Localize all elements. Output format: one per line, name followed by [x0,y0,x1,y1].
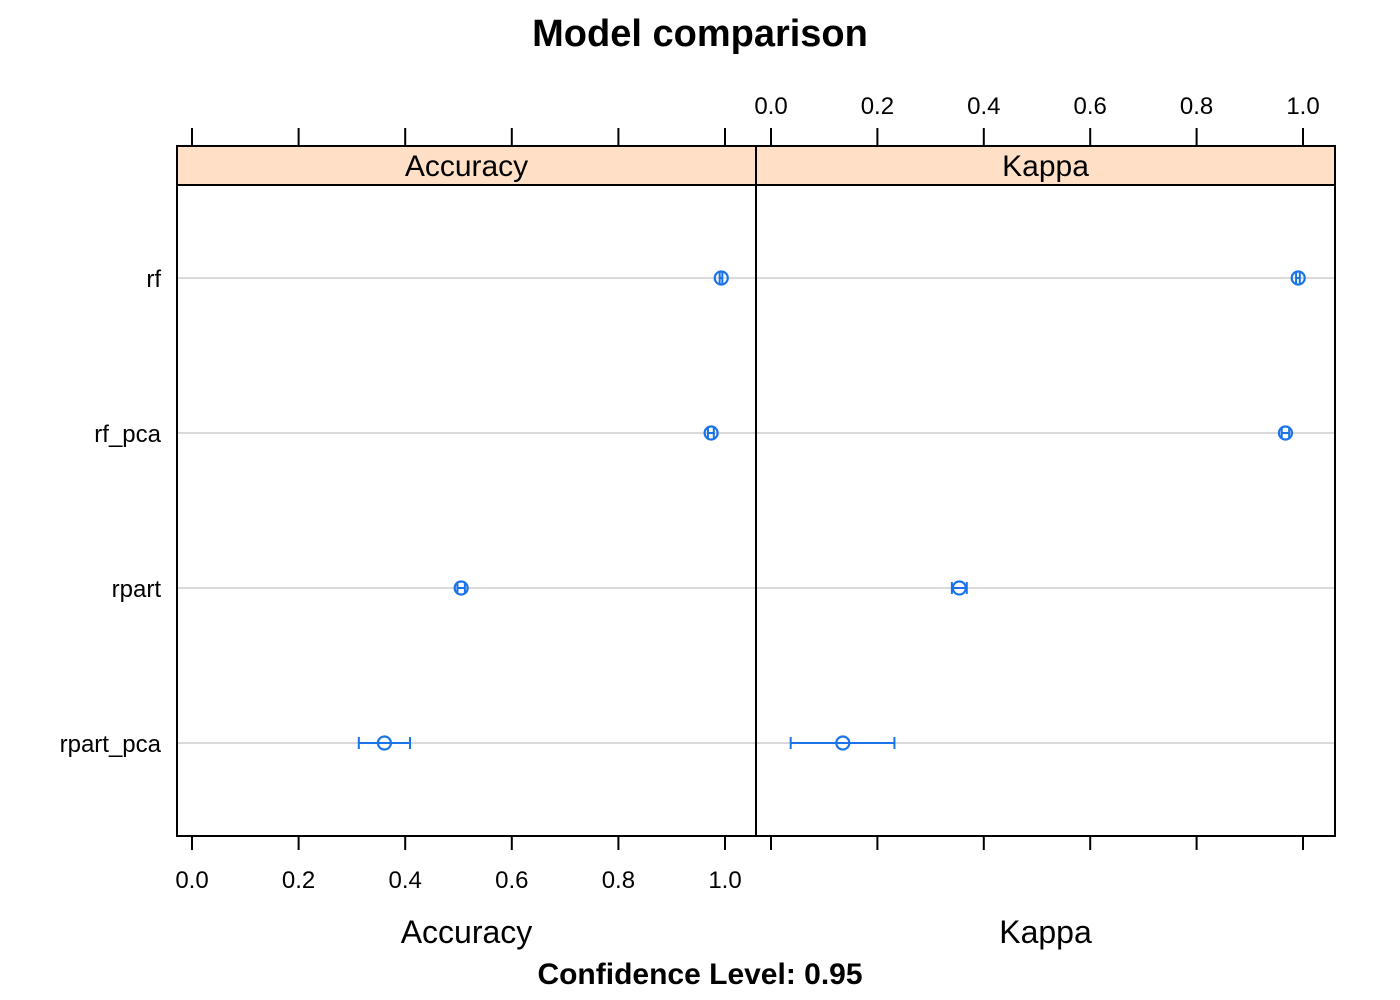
point-rpart_pca-accuracy [376,735,393,751]
x-tick-label-accuracy: 0.8 [602,867,635,894]
x-tick-label-kappa: 0.6 [1074,93,1107,120]
plot-layer: Accuracy 0.0 0.2 0.4 0.6 0.8 1.0 Accuracy Kappa 0… [60,93,1336,950]
x-axis-label-kappa: Kappa [999,914,1092,950]
y-category-label-rpart: rpart [112,576,162,603]
strip-accuracy [176,145,757,186]
point-rf_pca-kappa [1277,425,1294,441]
panel-frame-accuracy [176,145,757,837]
panel-frame-kappa [755,145,1336,837]
x-tick-label-accuracy: 1.0 [708,867,741,894]
point-rf_pca-accuracy [703,425,719,441]
x-tick-label-accuracy: 0.4 [389,867,422,894]
y-category-label-rpart_pca: rpart_pca [60,731,162,758]
strip-label-kappa: Kappa [1002,150,1089,183]
strip-label-accuracy: Accuracy [405,150,528,183]
x-axis-label-accuracy: Accuracy [401,914,533,950]
y-category-label-rf: rf [146,266,161,293]
chart-title: Model comparison [532,13,868,55]
x-tick-label-kappa: 0.2 [861,93,894,120]
point-rf-accuracy [713,270,729,286]
x-tick-label-accuracy: 0.0 [175,867,208,894]
x-tick-label-accuracy: 0.2 [282,867,315,894]
x-tick-label-kappa: 0.8 [1180,93,1213,120]
x-tick-label-kappa: 0.0 [754,93,787,120]
x-tick-label-kappa: 0.4 [967,93,1000,120]
x-tick-label-kappa: 1.0 [1286,93,1319,120]
y-category-label-rf_pca: rf_pca [94,421,161,448]
chart-subtitle: Confidence Level: 0.95 [537,958,862,991]
point-rpart-accuracy [453,580,469,596]
point-rpart_pca-kappa [835,735,851,751]
point-rf-kappa [1290,270,1306,286]
x-tick-label-accuracy: 0.6 [495,867,528,894]
point-rpart-kappa [951,580,967,596]
